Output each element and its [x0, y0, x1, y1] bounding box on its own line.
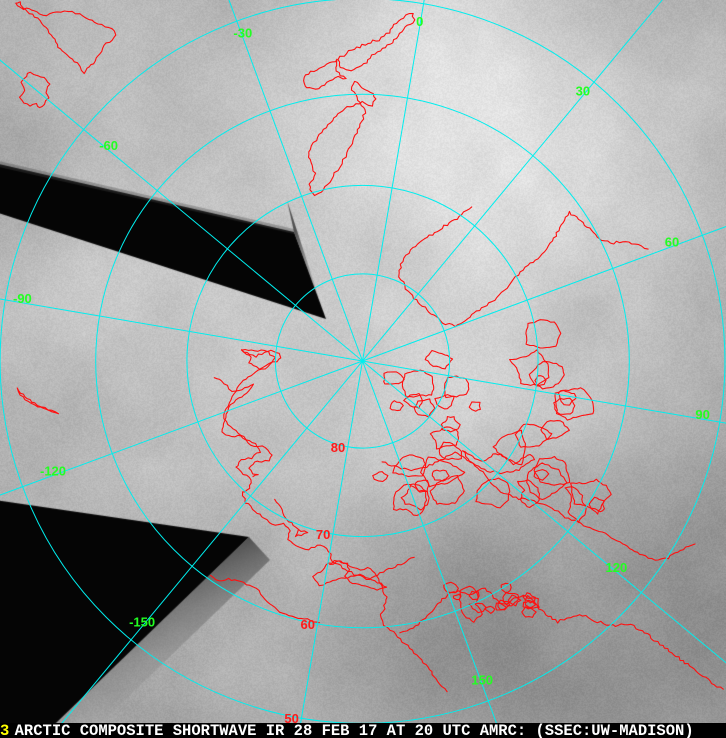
svg-text:150: 150	[471, 673, 493, 688]
svg-text:60: 60	[301, 617, 315, 632]
svg-text:-120: -120	[40, 464, 66, 479]
svg-text:80: 80	[331, 440, 345, 455]
svg-text:-90: -90	[13, 291, 32, 306]
svg-text:-60: -60	[99, 138, 118, 153]
svg-text:60: 60	[665, 235, 679, 250]
svg-text:-30: -30	[233, 25, 252, 40]
svg-text:-150: -150	[129, 614, 155, 629]
svg-text:30: 30	[576, 84, 590, 99]
svg-text:70: 70	[316, 527, 330, 542]
svg-text:120: 120	[606, 560, 628, 575]
svg-text:0: 0	[416, 14, 423, 29]
svg-text:90: 90	[695, 407, 709, 422]
